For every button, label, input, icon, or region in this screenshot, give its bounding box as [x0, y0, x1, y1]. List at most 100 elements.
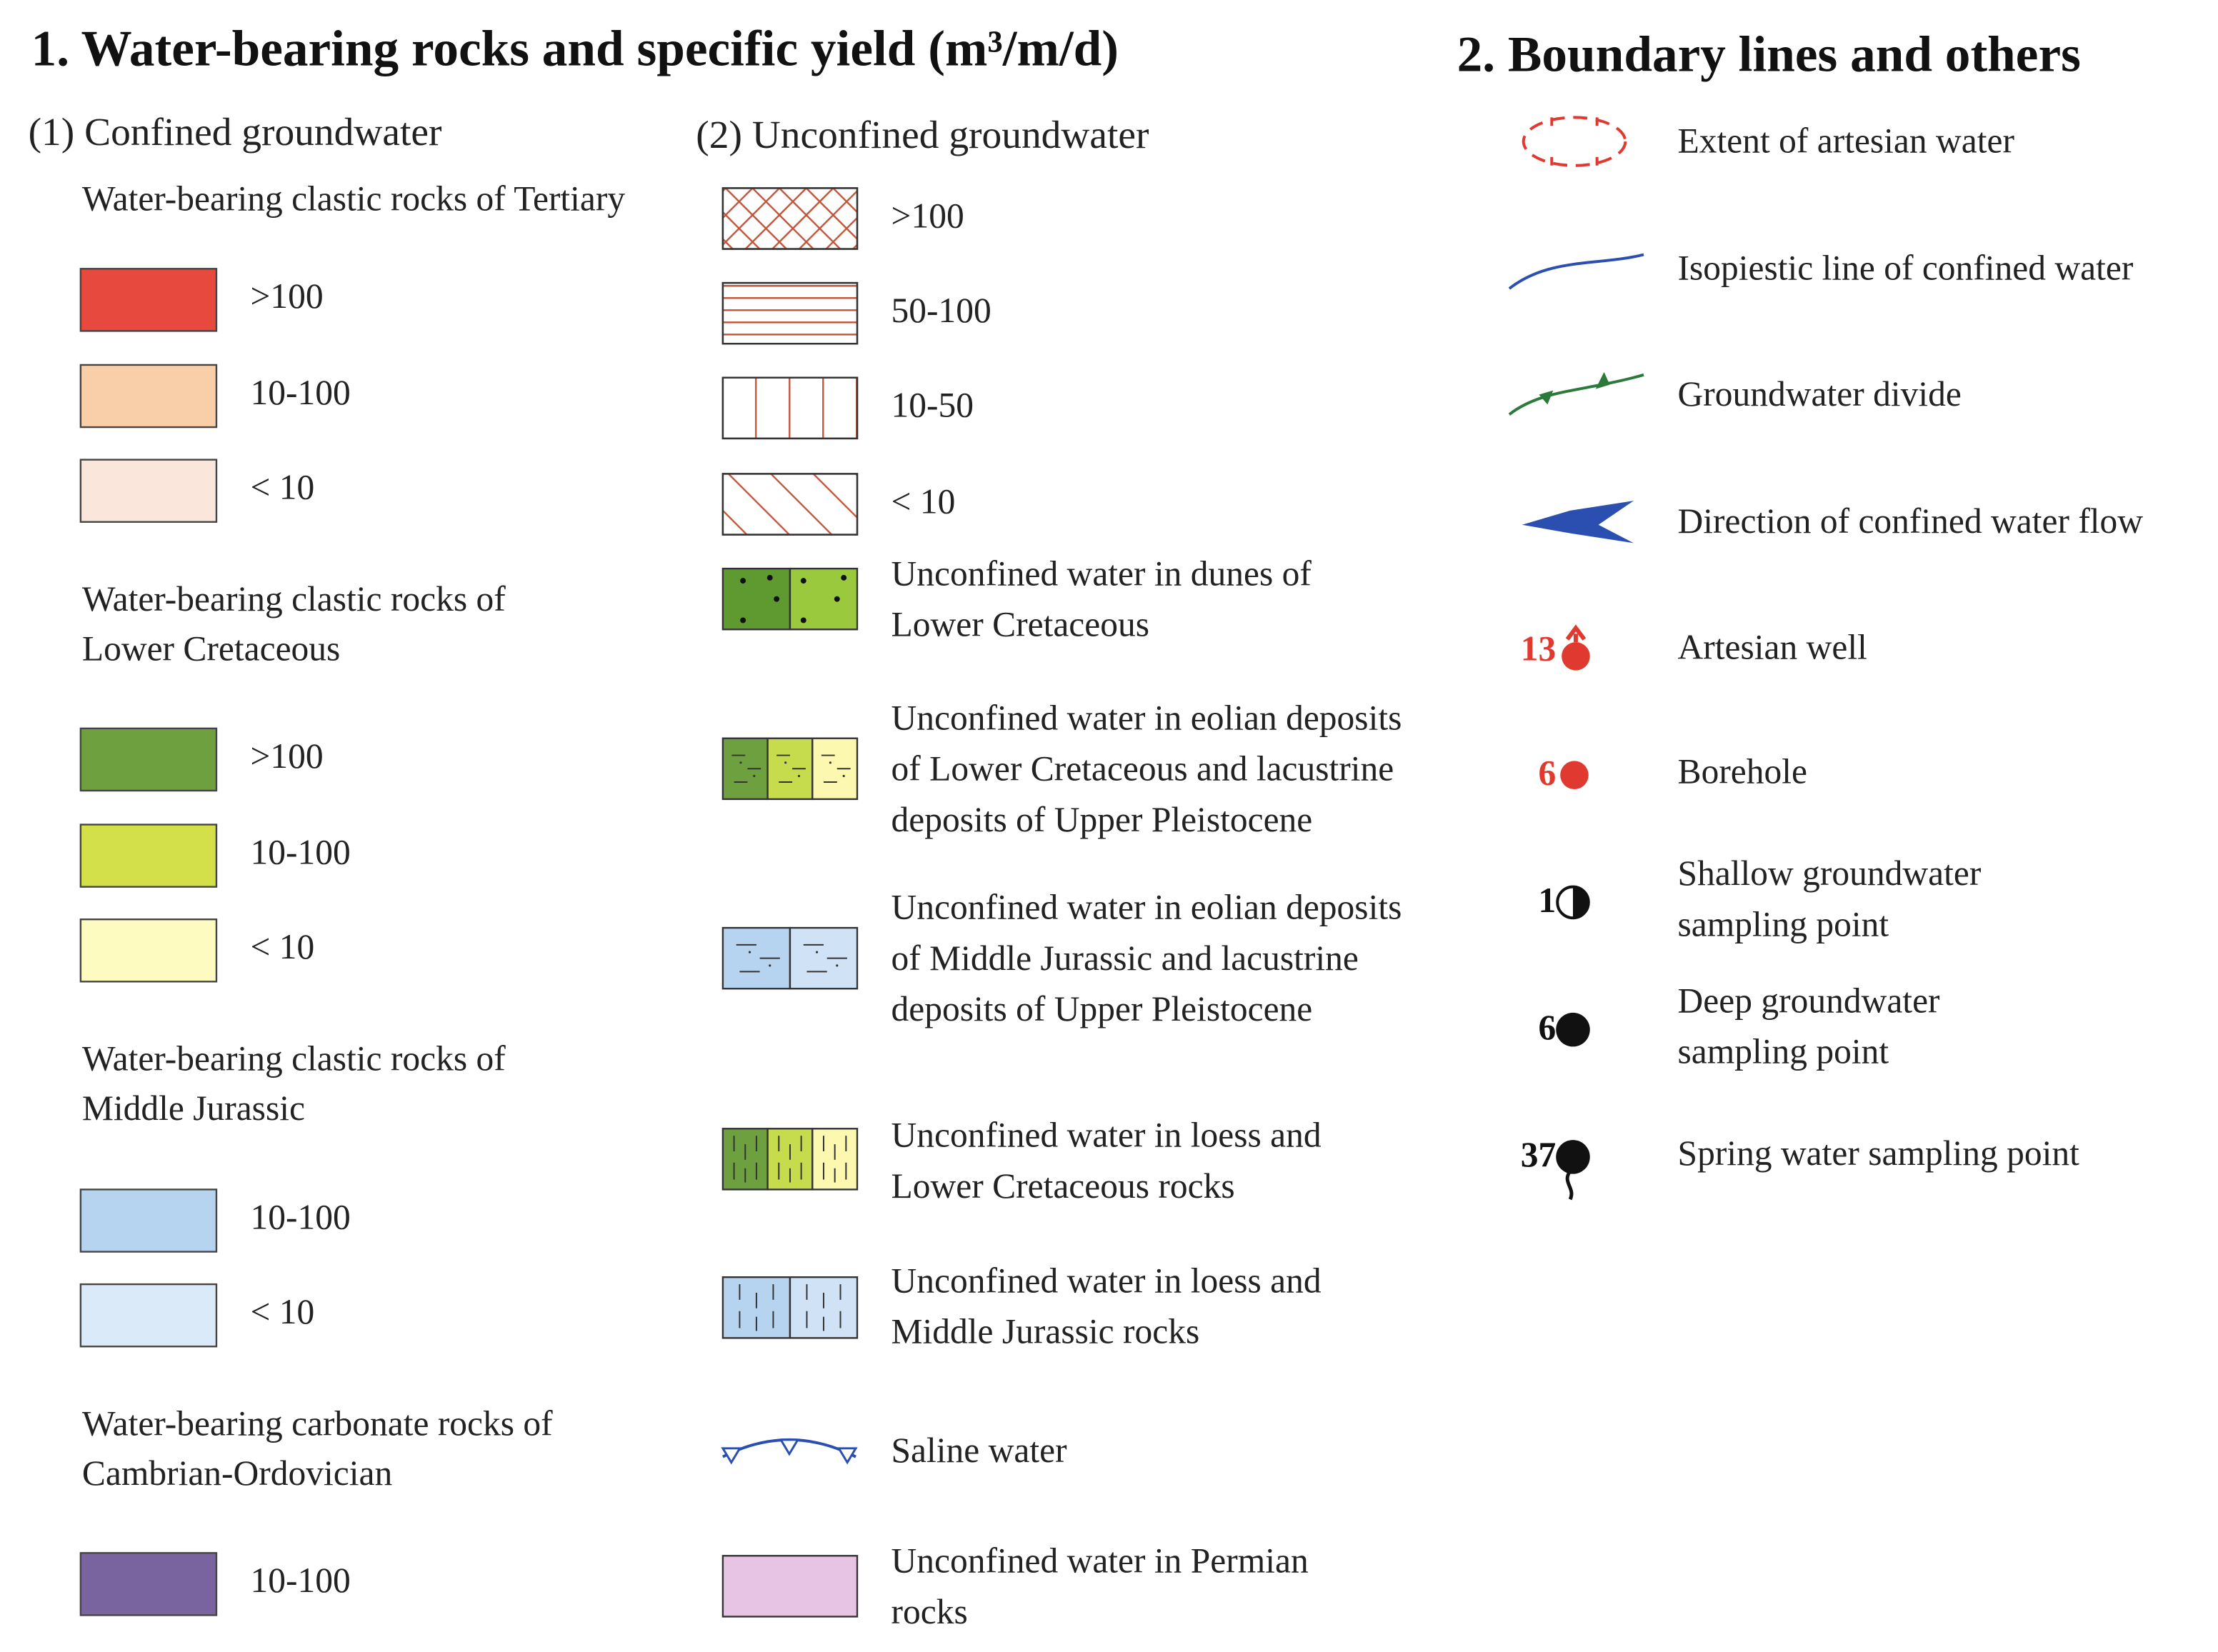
unconfined-label: Unconfined water in dunes of — [891, 554, 1312, 593]
hatch — [721, 473, 859, 536]
hatch — [721, 376, 859, 440]
symbol-number: 1 — [1539, 881, 1557, 920]
group-label: Water-bearing clastic rocks of — [82, 1039, 506, 1078]
unconfined-label: of Middle Jurassic and lacustrine — [891, 938, 1359, 978]
pattern-mark — [774, 596, 780, 602]
isopiestic-line — [1508, 253, 1644, 290]
pattern-mark — [829, 761, 831, 764]
unconfined-label: Saline water — [891, 1431, 1068, 1470]
artesian-arrow — [1565, 624, 1587, 643]
yield-label: < 10 — [251, 1292, 315, 1331]
yield-label: 10-100 — [251, 1561, 351, 1600]
symbol-label: Spring water sampling point — [1678, 1133, 2080, 1173]
unconfined-label: 50-100 — [891, 291, 991, 330]
symbol-number: 13 — [1521, 629, 1556, 668]
spring-tail — [1565, 1170, 1574, 1201]
symbol-number: 6 — [1539, 1008, 1557, 1047]
divide-line — [1508, 373, 1644, 416]
swatch — [79, 1188, 218, 1253]
unconfined-label: Unconfined water in eolian deposits — [891, 888, 1402, 927]
pattern-mark — [748, 951, 751, 953]
pattern-mark — [769, 964, 771, 967]
divide-tick — [1539, 390, 1554, 405]
group-label: Middle Jurassic — [82, 1088, 305, 1128]
group-label: Water-bearing carbonate rocks of — [82, 1403, 553, 1443]
unconfined-label: rocks — [891, 1592, 968, 1631]
unconfined-label: Lower Cretaceous — [891, 605, 1149, 644]
hatch — [721, 187, 859, 250]
artesian-well — [1562, 642, 1590, 671]
unconfined-label: Middle Jurassic rocks — [891, 1312, 1200, 1351]
pattern-mark — [800, 617, 806, 624]
unconfined-label: deposits of Upper Pleistocene — [891, 800, 1313, 839]
hatch — [721, 281, 859, 345]
pattern-mark — [800, 578, 806, 584]
unconfined-label: Unconfined water in loess and — [891, 1261, 1322, 1300]
pattern-mark — [753, 774, 756, 778]
borehole — [1560, 761, 1589, 790]
yield-label: < 10 — [251, 468, 315, 507]
swatch — [79, 1552, 218, 1616]
group-label: Water-bearing clastic rocks of — [82, 579, 506, 619]
yield-label: 10-100 — [251, 832, 351, 871]
pattern-mark — [836, 964, 839, 967]
subsection-heading: (1) Confined groundwater — [29, 110, 442, 154]
saline-tick — [779, 1438, 800, 1456]
deep-point — [1556, 1012, 1590, 1047]
pattern-mark — [815, 951, 819, 953]
unconfined-label: >100 — [891, 196, 964, 235]
pattern-mark — [784, 761, 787, 764]
symbol-label: Artesian well — [1678, 627, 1867, 666]
symbol-label: Deep groundwater — [1678, 981, 1940, 1020]
unconfined-label: 10-50 — [891, 386, 974, 425]
section-title: 2. Boundary lines and others — [1457, 26, 2081, 83]
yield-label: < 10 — [251, 927, 315, 966]
yield-label: 10-100 — [251, 1197, 351, 1236]
unconfined-label: Unconfined water in loess and — [891, 1115, 1322, 1154]
subsection-heading: (2) Unconfined groundwater — [696, 113, 1149, 156]
swatch — [79, 1283, 218, 1348]
pattern-mark — [797, 774, 801, 778]
spring-point — [1556, 1140, 1590, 1174]
swatch — [79, 268, 218, 332]
symbol-label: Direction of confined water flow — [1678, 501, 2144, 541]
symbol-number: 37 — [1521, 1135, 1556, 1174]
group-label: Water-bearing clastic rocks of Tertiary — [82, 179, 626, 219]
swatch-part — [789, 567, 859, 631]
swatch — [79, 727, 218, 792]
unconfined-label: < 10 — [891, 481, 956, 521]
symbol-label: Extent of artesian water — [1678, 121, 2015, 160]
swatch — [79, 918, 218, 983]
flow-arrow — [1522, 501, 1634, 544]
swatch — [721, 1555, 859, 1618]
yield-label: 10-100 — [251, 373, 351, 412]
symbol-label: Borehole — [1678, 752, 1807, 791]
pattern-mark — [740, 578, 746, 584]
swatch — [79, 364, 218, 429]
swatch-part — [721, 567, 791, 631]
saline-tick — [836, 1447, 858, 1465]
symbol-number: 6 — [1539, 754, 1557, 793]
symbol-label: Shallow groundwater — [1678, 853, 1982, 893]
unconfined-label: of Lower Cretaceous and lacustrine — [891, 749, 1394, 789]
pattern-mark — [841, 574, 847, 581]
section-title: 1. Water-bearing rocks and specific yiel… — [31, 21, 1119, 77]
unconfined-label: deposits of Upper Pleistocene — [891, 989, 1313, 1028]
pattern-mark — [739, 761, 742, 764]
pattern-mark — [766, 574, 773, 581]
unconfined-label: Lower Cretaceous rocks — [891, 1166, 1235, 1206]
swatch — [79, 459, 218, 523]
artesian-extent — [1522, 116, 1627, 167]
swatch — [79, 824, 218, 888]
group-label: Lower Cretaceous — [82, 629, 340, 668]
pattern-mark — [842, 774, 845, 778]
symbol-label: sampling point — [1678, 904, 1889, 943]
divide-tick — [1595, 371, 1610, 389]
symbol-label: Isopiestic line of confined water — [1678, 249, 2134, 288]
unconfined-label: Unconfined water in eolian deposits — [891, 698, 1402, 737]
symbol-label: Groundwater divide — [1678, 374, 1962, 414]
shallow-point-half — [1573, 886, 1589, 918]
pattern-mark — [740, 617, 746, 624]
